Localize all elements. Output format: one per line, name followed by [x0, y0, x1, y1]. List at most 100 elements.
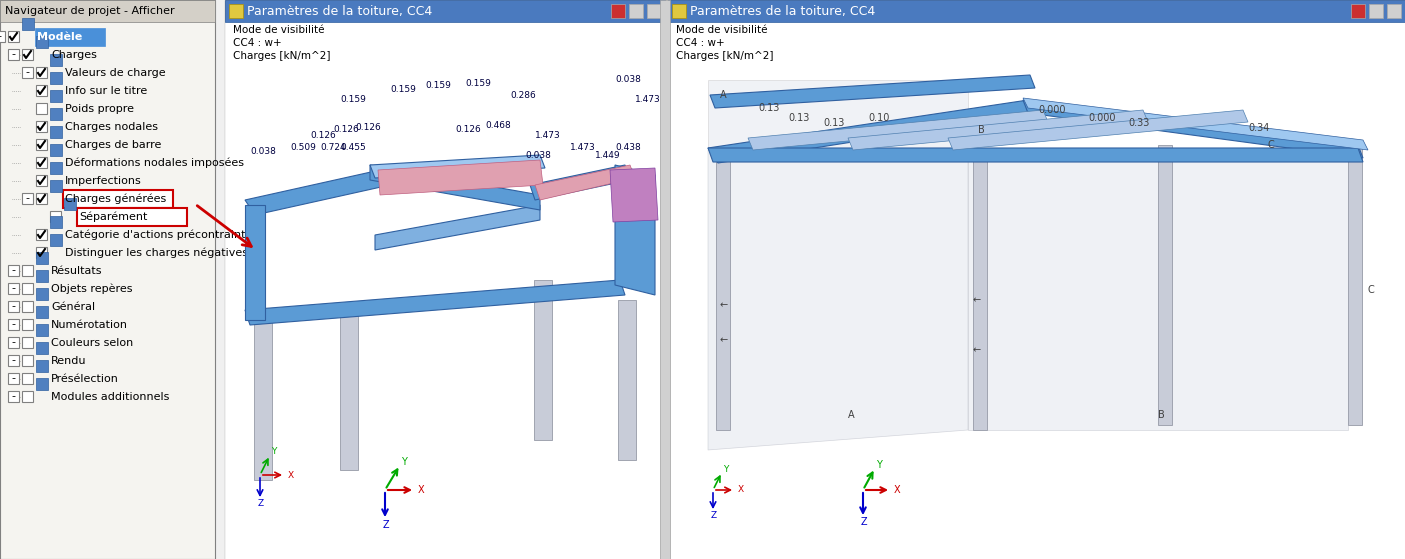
Polygon shape — [708, 148, 1363, 162]
Bar — [37, 247, 46, 258]
Text: Numérotation: Numérotation — [51, 320, 128, 330]
Polygon shape — [747, 110, 1048, 150]
Text: Rendu: Rendu — [51, 356, 87, 366]
Bar — [8, 301, 20, 312]
Bar — [1387, 4, 1401, 18]
Bar — [63, 190, 173, 208]
Text: B: B — [1158, 410, 1165, 420]
Polygon shape — [535, 165, 635, 200]
Text: 0.038: 0.038 — [525, 150, 551, 159]
Bar — [660, 0, 670, 559]
Text: Objets repères: Objets repères — [51, 284, 132, 294]
Bar — [65, 198, 76, 210]
Bar — [37, 85, 46, 96]
Text: Valeurs de charge: Valeurs de charge — [65, 68, 166, 78]
Text: Résultats: Résultats — [51, 266, 103, 276]
Text: 0.159: 0.159 — [424, 80, 451, 89]
Text: Y: Y — [724, 465, 728, 473]
Text: Paramètres de la toiture, CC4: Paramètres de la toiture, CC4 — [247, 4, 433, 17]
Text: -: - — [11, 356, 15, 366]
Bar — [229, 4, 243, 18]
Bar — [667, 22, 1405, 559]
Polygon shape — [378, 160, 542, 195]
Text: Charges [kN/m^2]: Charges [kN/m^2] — [233, 51, 330, 61]
Bar — [51, 180, 62, 192]
Text: 0.126: 0.126 — [455, 126, 481, 135]
Text: 1.473: 1.473 — [570, 144, 596, 153]
Text: 0.159: 0.159 — [465, 78, 490, 88]
Polygon shape — [708, 150, 968, 450]
Bar — [22, 193, 32, 204]
Bar — [225, 22, 665, 559]
Polygon shape — [1347, 145, 1361, 425]
Text: Charges nodales: Charges nodales — [65, 122, 157, 132]
Text: 0.724: 0.724 — [320, 144, 346, 153]
Bar — [22, 301, 32, 312]
Bar — [0, 0, 215, 559]
Text: Présélection: Présélection — [51, 374, 119, 384]
Polygon shape — [708, 100, 1038, 163]
Bar — [37, 378, 48, 390]
Text: Modules additionnels: Modules additionnels — [51, 392, 170, 402]
Bar — [37, 324, 48, 336]
Bar — [629, 4, 643, 18]
Text: C: C — [1368, 285, 1374, 295]
Polygon shape — [618, 300, 636, 460]
Text: Mode de visibilité: Mode de visibilité — [233, 25, 325, 35]
Bar — [8, 337, 20, 348]
Bar — [37, 175, 46, 186]
Bar — [8, 391, 20, 402]
Bar — [51, 216, 62, 228]
Bar — [8, 373, 20, 384]
Text: 1.473: 1.473 — [635, 96, 660, 105]
Text: 0.468: 0.468 — [485, 121, 511, 130]
Bar — [51, 162, 62, 174]
Bar — [225, 0, 665, 22]
Bar — [51, 234, 62, 246]
Bar — [37, 139, 46, 150]
Bar — [8, 265, 20, 276]
Text: Séparément: Séparément — [79, 212, 148, 222]
Text: Distinguer les charges négatives: Distinguer les charges négatives — [65, 248, 249, 258]
Bar — [22, 67, 32, 78]
Text: X: X — [738, 486, 745, 495]
Bar — [37, 360, 48, 372]
Polygon shape — [948, 110, 1248, 150]
Text: Z: Z — [711, 510, 717, 519]
Polygon shape — [710, 75, 1035, 108]
Bar — [37, 229, 46, 240]
Text: Déformations nodales imposées: Déformations nodales imposées — [65, 158, 244, 168]
Text: CC4 : w+: CC4 : w+ — [233, 38, 281, 48]
Bar — [37, 306, 48, 318]
Polygon shape — [370, 165, 540, 210]
Polygon shape — [244, 205, 266, 320]
Text: 0.126: 0.126 — [333, 126, 358, 135]
Bar — [667, 0, 1405, 22]
Bar — [51, 144, 62, 156]
Text: ←: ← — [719, 335, 728, 345]
Text: -: - — [11, 266, 15, 276]
Text: Charges: Charges — [51, 50, 97, 60]
Text: -: - — [11, 338, 15, 348]
Text: -: - — [0, 31, 1, 41]
Bar — [37, 36, 48, 48]
Text: 1.473: 1.473 — [535, 130, 561, 140]
Text: ←: ← — [974, 345, 981, 355]
Polygon shape — [1158, 145, 1172, 425]
Polygon shape — [534, 280, 552, 440]
Polygon shape — [717, 150, 731, 430]
Text: X: X — [419, 485, 424, 495]
Text: 0.000: 0.000 — [1038, 105, 1065, 115]
Text: Z: Z — [259, 499, 264, 508]
Text: 0.126: 0.126 — [311, 130, 336, 140]
Bar — [35, 28, 105, 46]
Text: -: - — [11, 283, 15, 293]
Text: 0.126: 0.126 — [355, 124, 381, 132]
Polygon shape — [530, 165, 629, 200]
Text: -: - — [11, 373, 15, 383]
Text: Y: Y — [400, 457, 407, 467]
Text: CC4 : w+: CC4 : w+ — [676, 38, 725, 48]
Bar — [0, 0, 215, 22]
Bar — [667, 0, 1405, 559]
Text: 0.10: 0.10 — [868, 113, 889, 123]
